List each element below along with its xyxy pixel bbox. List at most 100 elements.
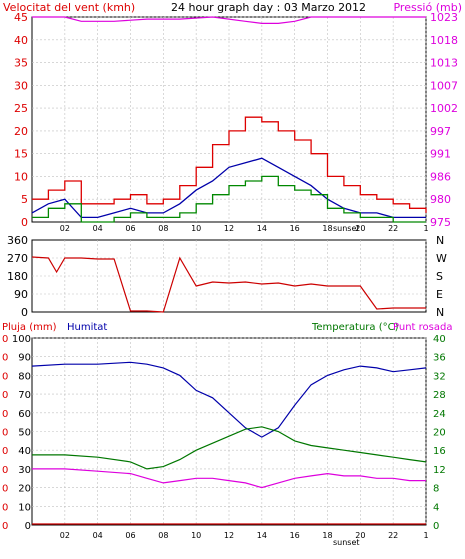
- rain-title: Pluja (mm): [2, 322, 57, 333]
- humidity-tick-label: 40: [18, 446, 31, 457]
- x-tick-label: 1: [423, 531, 428, 540]
- climate-right-tick-label: 4: [433, 502, 439, 513]
- climate-right-tick-label: 24: [433, 409, 446, 420]
- direction-series: [31, 256, 426, 313]
- direction-left-ticks: 0 90 180 270 360: [7, 234, 28, 319]
- x-tick-label: 04: [93, 224, 103, 233]
- wind-right-tick-label: 980: [430, 193, 451, 206]
- wind-right-tick-label: 991: [430, 148, 451, 161]
- wind-left-title: Velocitat del vent (kmh): [3, 1, 135, 14]
- x-tick-label: 06: [125, 224, 135, 233]
- humidity-tick-label: 70: [18, 390, 31, 401]
- direction-left-tick-label: 90: [14, 288, 28, 301]
- rain-tick-label: 0: [2, 334, 8, 345]
- humidity-tick-label: 10: [18, 502, 31, 513]
- x-tick-label: 06: [125, 531, 135, 540]
- direction-line: [31, 256, 426, 313]
- x-tick-label: 04: [93, 531, 103, 540]
- x-tick-label: 1: [423, 224, 428, 233]
- rain-tick-label: 0: [2, 521, 8, 532]
- rain-tick-label: 0: [2, 446, 8, 457]
- humidity-tick-label: 30: [18, 465, 31, 476]
- x-tick-label: 16: [290, 531, 300, 540]
- direction-left-tick-label: 270: [7, 252, 28, 265]
- wind-right-tick-label: 1002: [430, 102, 458, 115]
- x-tick-label: 14: [257, 224, 267, 233]
- climate-panel: 0000103020603090401205015060180702108024…: [2, 322, 452, 547]
- humidity-tick-label: 0: [25, 521, 31, 532]
- climate-right-tick-label: 28: [433, 390, 446, 401]
- rain-tick-label: 0: [2, 353, 8, 364]
- climate-series-line-1: [32, 426, 427, 470]
- climate-series: [31, 361, 427, 525]
- x-tick-label: 08: [158, 531, 168, 540]
- wind-right-tick-label: 975: [430, 216, 451, 229]
- humidity-tick-label: 100: [12, 334, 31, 345]
- wind-right-tick-label: 1013: [430, 57, 458, 70]
- rain-tick-label: 0: [2, 465, 8, 476]
- x-tick-label: 16: [290, 224, 300, 233]
- direction-left-tick-label: 360: [7, 234, 28, 247]
- wind-right-tick-label: 986: [430, 170, 451, 183]
- humidity-tick-label: 90: [18, 353, 31, 364]
- x-tick-label: 02: [60, 531, 70, 540]
- humidity-tick-label: 20: [18, 484, 31, 495]
- humidity-title: Humitat: [67, 322, 107, 333]
- climate-x-ticks: 02 04 06 08 10 12 14 16 18 20 22 1: [60, 531, 429, 540]
- x-tick-label: 18: [322, 224, 332, 233]
- wind-left-tick-label: 40: [14, 34, 28, 47]
- climate-right-tick-label: 32: [433, 371, 446, 382]
- x-tick-label: 10: [191, 531, 201, 540]
- rain-tick-label: 0: [2, 409, 8, 420]
- direction-right-tick-label: S: [436, 270, 443, 283]
- climate-series-line-2: [32, 468, 426, 489]
- wind-left-tick-label: 45: [14, 11, 28, 24]
- rain-tick-label: 0: [2, 484, 8, 495]
- wind-series: [31, 16, 427, 223]
- rain-tick-label: 0: [2, 371, 8, 382]
- direction-right-tick-label: N: [436, 306, 444, 319]
- climate-series-line-0: [31, 361, 427, 438]
- wind-left-tick-label: 25: [14, 102, 28, 115]
- x-tick-label: 20: [355, 531, 365, 540]
- x-tick-label: 20: [355, 224, 365, 233]
- climate-right-tick-label: 36: [433, 353, 446, 364]
- temperature-title: Temperatura (°C): [311, 322, 399, 333]
- wind-right-tick-label: 1023: [430, 11, 458, 24]
- wind-left-tick-label: 15: [14, 148, 28, 161]
- humidity-tick-label: 60: [18, 409, 31, 420]
- climate-right-tick-label: 8: [433, 484, 439, 495]
- wind-left-ticks: 0 5 10 15 20 25 30 35 40 45: [14, 11, 28, 229]
- climate-grid: [32, 337, 427, 525]
- climate-right-tick-label: 20: [433, 428, 446, 439]
- wind-sunset-label: sunset: [333, 224, 360, 233]
- direction-left-tick-label: 0: [21, 306, 28, 319]
- direction-grid: [32, 240, 427, 312]
- wind-right-tick-label: 997: [430, 125, 451, 138]
- wind-left-tick-label: 20: [14, 125, 28, 138]
- x-tick-label: 10: [191, 224, 201, 233]
- wind-left-tick-label: 30: [14, 79, 28, 92]
- x-tick-label: 14: [257, 531, 267, 540]
- climate-right-tick-label: 40: [433, 334, 446, 345]
- x-tick-label: 02: [60, 224, 70, 233]
- climate-sunset-label: sunset: [333, 538, 360, 547]
- climate-right-tick-label: 12: [433, 465, 446, 476]
- x-tick-label: 18: [322, 531, 332, 540]
- wind-x-ticks: 02 04 06 08 10 12 14 16 18 20 22 1: [60, 224, 429, 233]
- wind-right-tick-label: 1018: [430, 34, 458, 47]
- wind-left-tick-label: 0: [21, 216, 28, 229]
- wind-series-line-0: [32, 16, 426, 24]
- dewpoint-title: Punt rosada: [393, 322, 452, 333]
- wind-series-line-1: [32, 116, 427, 213]
- direction-left-tick-label: 180: [7, 270, 28, 283]
- direction-right-tick-label: E: [436, 288, 443, 301]
- wind-left-tick-label: 35: [14, 57, 28, 70]
- x-tick-label: 08: [158, 224, 168, 233]
- direction-right-tick-label: W: [436, 252, 447, 265]
- chart-title: 24 hour graph day : 03 Marzo 2012: [171, 1, 366, 14]
- wind-left-tick-label: 5: [21, 193, 28, 206]
